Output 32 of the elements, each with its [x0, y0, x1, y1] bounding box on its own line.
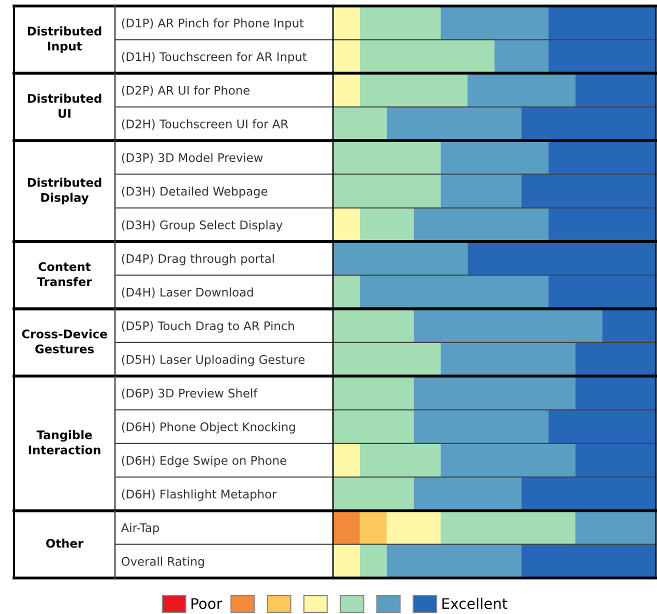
- text: Distributed UI: [28, 94, 102, 118]
- y-tick-label: (D4H) Laser Download: [122, 288, 253, 298]
- bar: [333, 544, 360, 578]
- y-tick-label: (D3H) Detailed Webpage: [122, 186, 268, 198]
- text: Cross-Device Gestures: [22, 329, 107, 354]
- y-tick-label: (D6P) 3D Preview Shelf: [122, 388, 258, 399]
- text: Tangible Interaction: [28, 430, 100, 454]
- y-tick-label: Overall Rating: [122, 556, 204, 568]
- y-tick-label: (D1P) AR Pinch for Phone Input: [122, 18, 304, 30]
- legend-label: Excellent: [442, 598, 508, 610]
- text: Distributed Input: [28, 26, 102, 53]
- text: Other: [46, 538, 84, 548]
- y-tick-label: (D5P) Touch Drag to AR Pinch: [122, 321, 294, 333]
- y-tick-label: (D6H) Phone Object Knocking: [122, 422, 295, 434]
- text: Content Transfer: [37, 262, 92, 286]
- y-tick-label: Air-Tap: [121, 523, 159, 534]
- text: Distributed Display: [28, 178, 102, 204]
- y-tick-label: (D3H) Group Select Display: [122, 220, 282, 232]
- bar: [360, 544, 387, 578]
- y-tick-label: (D2P) AR UI for Phone: [122, 86, 250, 96]
- y-tick-label: (D5H) Laser Uploading Gesture: [122, 354, 305, 366]
- y-tick-label: (D1H) Touchscreen for AR Input: [122, 52, 307, 64]
- y-tick-label: (D6H) Edge Swipe on Phone: [122, 456, 286, 468]
- y-tick-label: (D2H) Touchscreen UI for AR: [122, 119, 288, 130]
- legend-label: Poor: [192, 598, 222, 610]
- bar: [333, 208, 360, 242]
- bar: [386, 544, 522, 578]
- bar: [521, 544, 656, 578]
- bar: [333, 443, 360, 478]
- y-tick-label: (D3P) 3D Model Preview: [122, 152, 263, 164]
- y-tick-label: (D4P) Drag through portal: [122, 254, 274, 266]
- y-tick-label: (D6H) Flashlight Metaphor: [122, 489, 277, 501]
